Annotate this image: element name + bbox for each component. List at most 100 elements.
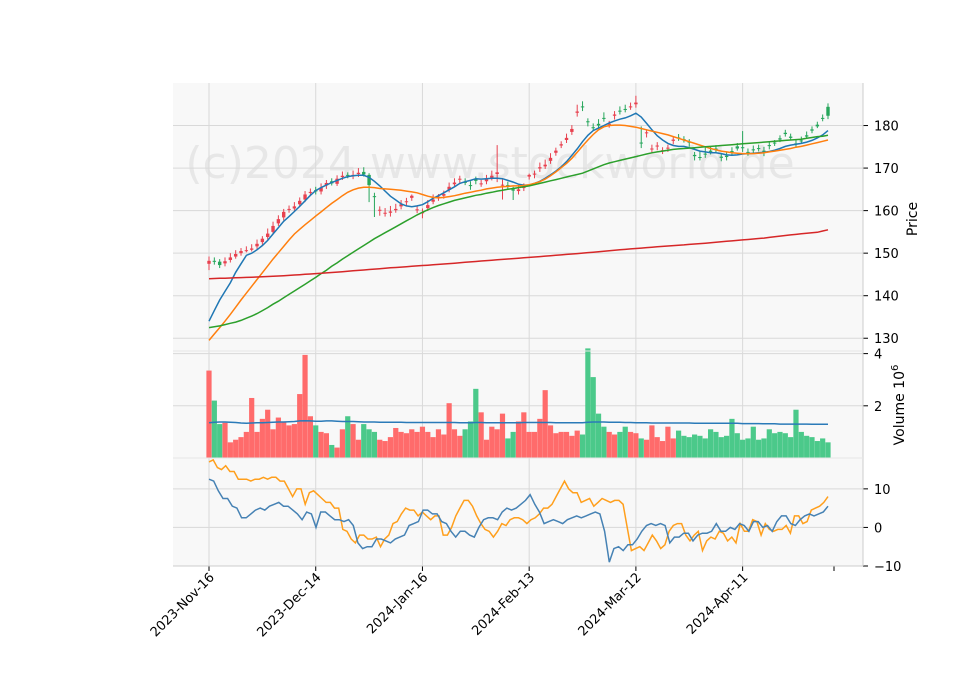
volume-bar xyxy=(254,431,260,458)
volume-bar xyxy=(206,370,212,458)
volume-bar xyxy=(654,437,660,458)
volume-bar xyxy=(691,434,698,458)
indicator-panel xyxy=(208,458,829,563)
volume-axis-title: Volume 106 xyxy=(890,365,908,446)
volume-bar xyxy=(323,433,329,458)
candle-body xyxy=(671,139,675,141)
volume-bar xyxy=(537,418,543,458)
candle-body xyxy=(639,142,643,144)
candle-body xyxy=(367,174,371,186)
volume-bar xyxy=(697,435,703,458)
volume-bar xyxy=(393,427,399,458)
candle-body xyxy=(580,106,585,108)
volume-bar xyxy=(745,438,751,458)
volume-bar xyxy=(627,431,634,458)
candle-body xyxy=(362,171,366,175)
candle-body xyxy=(698,157,702,159)
grid xyxy=(173,83,863,567)
volume-bar xyxy=(606,431,612,458)
candle-body xyxy=(586,121,590,123)
volume-y-tick-label: 2 xyxy=(874,400,882,415)
candle-body xyxy=(724,155,729,158)
candle-body xyxy=(554,150,558,153)
candle-body xyxy=(596,123,601,126)
volume-bar xyxy=(633,433,639,458)
x-tick-label: 2024-Mar-12 xyxy=(576,570,645,639)
candle-body xyxy=(298,200,302,205)
candle-body xyxy=(260,238,265,243)
volume-bar xyxy=(574,430,580,458)
candle-body xyxy=(703,153,707,155)
volume-bar xyxy=(686,437,692,458)
indicator-y-tick-label: 0 xyxy=(874,521,882,536)
volume-bar xyxy=(510,431,516,458)
volume-bar xyxy=(387,437,394,458)
volume-bar xyxy=(515,421,522,458)
volume-bar xyxy=(414,431,420,458)
volume-bar xyxy=(659,441,666,458)
candle-body xyxy=(564,137,569,141)
candle-body xyxy=(276,219,281,224)
candle-body xyxy=(730,151,734,153)
volume-bar xyxy=(227,442,233,458)
volume-bar xyxy=(238,437,244,458)
candle-body xyxy=(762,150,766,152)
volume-bar xyxy=(499,413,506,458)
volume-bar xyxy=(702,438,708,458)
candle-body xyxy=(538,167,542,169)
candle-body xyxy=(559,144,563,146)
price-y-tick-label: 140 xyxy=(874,290,899,305)
volume-bar xyxy=(366,429,372,458)
indicator-line-1 xyxy=(208,458,829,554)
candle-body xyxy=(708,150,713,152)
volume-bar xyxy=(675,430,682,458)
candle-body xyxy=(746,151,750,153)
volume-bar xyxy=(249,397,255,458)
candle-body xyxy=(249,248,254,250)
candle-body xyxy=(217,261,222,266)
candle-body xyxy=(628,106,633,108)
candle-body xyxy=(415,209,419,211)
volume-bar xyxy=(318,431,324,458)
candle-body xyxy=(207,260,211,264)
candle-body xyxy=(383,212,387,214)
candle-body xyxy=(602,117,606,119)
price-y-tick-label: 170 xyxy=(874,162,899,177)
volume-bar xyxy=(313,425,319,458)
candle-body xyxy=(788,136,793,138)
volume-bar xyxy=(275,417,281,458)
volume-bar xyxy=(579,434,586,458)
candle-body xyxy=(506,185,510,187)
candle-body xyxy=(810,129,814,131)
volume-bar xyxy=(761,438,767,458)
volume-bar xyxy=(377,439,383,458)
candle-body xyxy=(324,182,329,186)
moving-average-line-2 xyxy=(208,124,829,341)
candle-body xyxy=(575,111,579,113)
candle-body xyxy=(634,102,638,105)
volume-bar xyxy=(329,444,335,458)
candle-body xyxy=(239,251,243,254)
volume-bar xyxy=(451,429,458,458)
volume-bar xyxy=(270,429,276,458)
candle-body xyxy=(756,148,761,150)
volume-bar xyxy=(457,435,463,458)
volume-bar xyxy=(345,416,351,458)
candle-body xyxy=(623,108,627,110)
volume-bar xyxy=(350,424,356,458)
volume-bar xyxy=(622,426,628,458)
volume-bar xyxy=(222,422,228,458)
candle-body xyxy=(292,206,297,209)
volume-bar xyxy=(233,439,239,458)
volume-bar xyxy=(734,433,740,458)
candle-body xyxy=(500,184,505,186)
candle-body xyxy=(308,191,313,193)
candle-body xyxy=(490,175,494,178)
volume-bar xyxy=(425,431,431,458)
volume-bar xyxy=(825,442,831,458)
candle-body xyxy=(719,156,723,158)
volume-bar xyxy=(553,433,559,458)
candle-body xyxy=(511,189,515,191)
volume-bar xyxy=(708,429,714,458)
candle-body xyxy=(388,211,393,213)
